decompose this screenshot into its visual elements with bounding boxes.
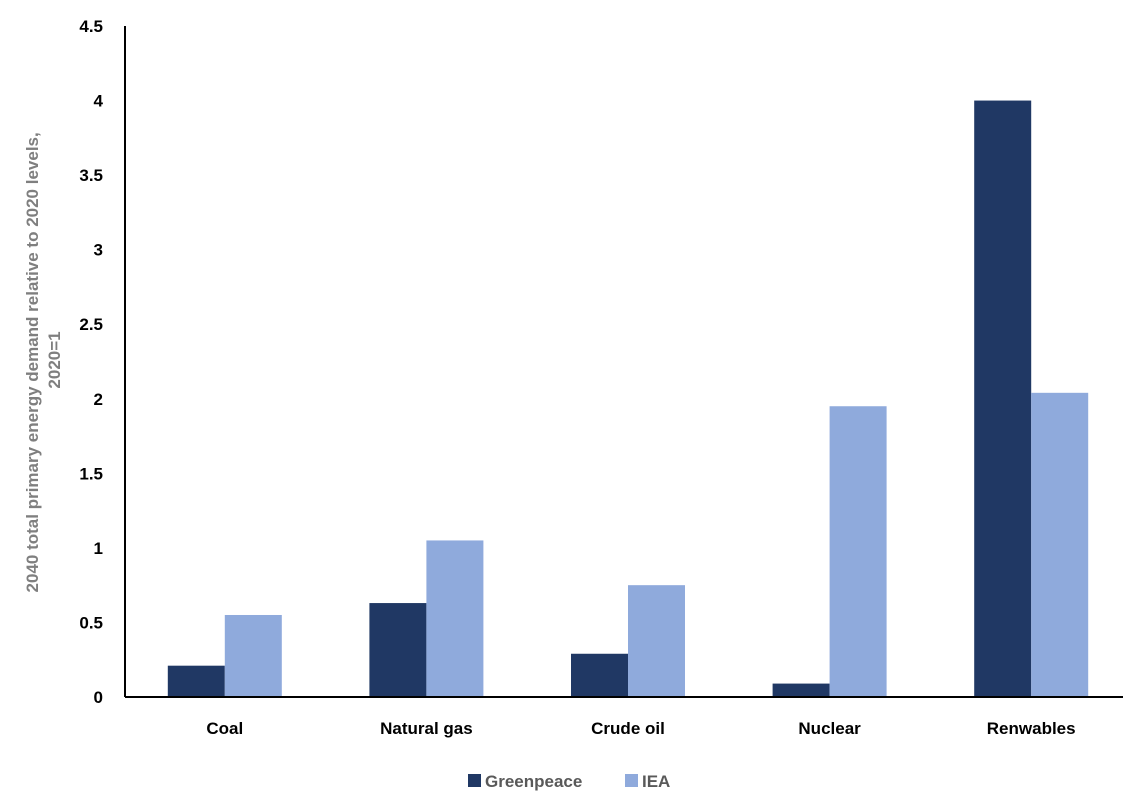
y-tick-label: 4 <box>94 92 104 111</box>
y-tick-labels: 0 0.5 1 1.5 2 2.5 3 3.5 4 4.5 <box>79 17 103 707</box>
bar-iea-renwables <box>1031 392 1089 697</box>
legend-swatch <box>468 774 481 787</box>
y-tick-label: 3 <box>94 241 103 260</box>
y-tick-label: 4.5 <box>79 17 103 36</box>
bar-greenpeace-crude-oil <box>571 653 628 697</box>
bar-iea-coal <box>224 614 282 697</box>
legend-label: IEA <box>642 772 670 791</box>
category-label: Natural gas <box>380 719 473 738</box>
legend: Greenpeace IEA <box>468 772 670 791</box>
bar-iea-crude-oil <box>628 585 685 697</box>
y-tick-label: 0 <box>94 688 103 707</box>
category-label: Nuclear <box>798 719 861 738</box>
bars <box>167 100 1089 698</box>
bar-greenpeace-renwables <box>974 100 1032 698</box>
y-axis-label-line-1: 2040 total primary energy demand relativ… <box>23 132 42 592</box>
bar-greenpeace-nuclear <box>772 683 830 697</box>
category-label: Renwables <box>987 719 1076 738</box>
legend-swatch <box>625 774 638 787</box>
bar-iea-natural-gas <box>426 540 484 697</box>
category-labels: Coal Natural gas Crude oil Nuclear Renwables <box>206 719 1075 738</box>
y-tick-label: 3.5 <box>79 166 103 185</box>
category-label: Crude oil <box>591 719 665 738</box>
y-tick-label: 0.5 <box>79 613 103 632</box>
y-tick-label: 1 <box>94 539 103 558</box>
legend-label: Greenpeace <box>485 772 582 791</box>
y-axis-label-line-2: 2020=1 <box>45 331 64 388</box>
y-tick-label: 2.5 <box>79 315 103 334</box>
bar-greenpeace-natural-gas <box>369 603 427 697</box>
bar-greenpeace-coal <box>167 665 225 697</box>
y-tick-label: 2 <box>94 390 103 409</box>
y-tick-label: 1.5 <box>79 464 103 483</box>
y-axis-label: 2040 total primary energy demand relativ… <box>23 128 64 593</box>
bar-iea-nuclear <box>829 406 887 697</box>
category-label: Coal <box>206 719 243 738</box>
